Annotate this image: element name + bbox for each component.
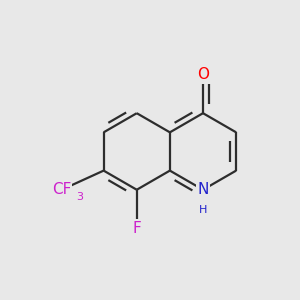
Text: 3: 3: [76, 192, 84, 202]
Text: H: H: [199, 206, 207, 215]
Text: O: O: [197, 68, 209, 82]
Text: N: N: [197, 182, 209, 197]
Text: CF: CF: [52, 182, 71, 197]
Text: F: F: [132, 220, 141, 236]
